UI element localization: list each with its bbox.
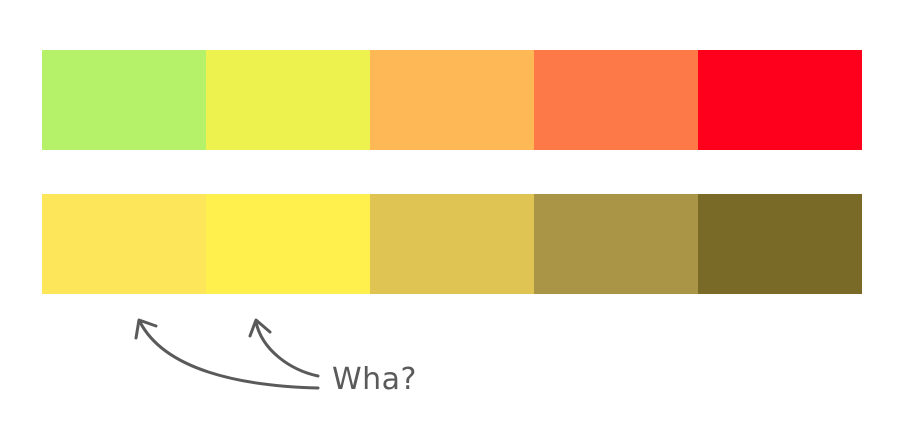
top-swatch-4 [534, 50, 698, 150]
arrow-to-swatch-2 [256, 322, 318, 376]
top-swatch-3 [370, 50, 534, 150]
top-palette-row [42, 50, 862, 150]
bottom-swatch-3 [370, 194, 534, 294]
bottom-palette-row [42, 194, 862, 294]
arrowhead-2 [250, 320, 270, 336]
top-swatch-1 [42, 50, 206, 150]
bottom-swatch-4 [534, 194, 698, 294]
bottom-swatch-5 [698, 194, 862, 294]
top-swatch-2 [206, 50, 370, 150]
annotation-label: Wha? [332, 360, 417, 400]
arrow-to-swatch-1 [140, 322, 318, 388]
bottom-swatch-2 [206, 194, 370, 294]
bottom-swatch-1 [42, 194, 206, 294]
arrowhead-1 [136, 320, 156, 338]
top-swatch-5 [698, 50, 862, 150]
